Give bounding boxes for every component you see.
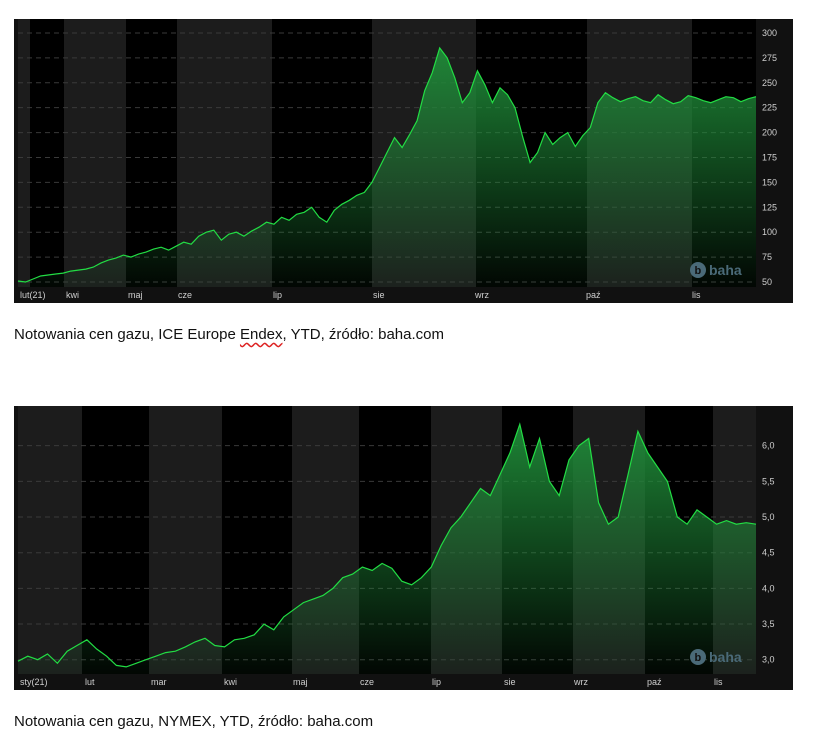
x-axis-strip xyxy=(14,287,793,303)
caption-1-endex: Endex xyxy=(239,326,283,343)
y-tick-label: 200 xyxy=(762,128,777,138)
y-tick-label: 300 xyxy=(762,28,777,38)
caption-1-after: , YTD, źródło: baha.com xyxy=(282,326,444,343)
x-tick-label: wrz xyxy=(573,677,588,687)
y-tick-label: 250 xyxy=(762,78,777,88)
x-tick-label: paź xyxy=(647,677,662,687)
y-tick-label: 4,0 xyxy=(762,583,775,593)
x-tick-label: lut(21) xyxy=(20,290,46,300)
x-tick-label: sie xyxy=(504,677,516,687)
x-tick-label: lis xyxy=(692,290,701,300)
x-tick-label: lip xyxy=(432,677,441,687)
x-tick-label: maj xyxy=(293,677,308,687)
y-tick-label: 4,5 xyxy=(762,548,775,558)
y-tick-label: 175 xyxy=(762,152,777,162)
baha-watermark-text: baha xyxy=(709,262,742,278)
b-circle-icon xyxy=(690,649,706,665)
baha-watermark: b baha xyxy=(690,649,742,665)
y-axis-strip xyxy=(756,19,793,303)
b-glyph: b xyxy=(695,265,702,277)
month-band xyxy=(18,19,30,287)
price-area xyxy=(18,47,756,288)
x-tick-label: maj xyxy=(128,290,143,300)
chart-nymex: 3,0 3,5 4,0 4,5 5,0 5,5 6,0 sty(21) lut mar kwi maj… xyxy=(14,406,793,690)
x-tick-label: sty(21) xyxy=(20,677,48,687)
y-tick-label: 3,5 xyxy=(762,619,775,629)
y-tick-label: 5,0 xyxy=(762,512,775,522)
x-tick-label: lut xyxy=(85,677,95,687)
b-circle-icon xyxy=(690,262,706,278)
month-band xyxy=(30,19,64,287)
y-tick-label: 125 xyxy=(762,202,777,212)
caption-ice-europe-endex: Notowania cen gazu, ICE Europe Endex, YT… xyxy=(14,326,444,343)
x-tick-label: cze xyxy=(360,677,374,687)
y-axis-strip xyxy=(756,406,793,690)
y-tick-label: 275 xyxy=(762,53,777,63)
chart-ice-svg: 50 75 100 125 150 175 200 225 250 275 300 lut(21) kw… xyxy=(14,19,793,303)
x-tick-label: cze xyxy=(178,290,192,300)
price-area xyxy=(18,424,756,674)
x-tick-label: lip xyxy=(273,290,282,300)
y-tick-label: 100 xyxy=(762,227,777,237)
y-tick-label: 150 xyxy=(762,177,777,187)
caption-nymex: Notowania cen gazu, NYMEX, YTD, źródło: … xyxy=(14,713,374,730)
month-band xyxy=(126,19,177,287)
baha-watermark: b baha xyxy=(690,262,742,278)
month-band xyxy=(18,406,82,674)
x-tick-label: wrz xyxy=(474,290,489,300)
x-tick-label: paź xyxy=(586,290,601,300)
x-tick-label: kwi xyxy=(66,290,79,300)
price-line xyxy=(17,422,757,668)
y-tick-label: 5,5 xyxy=(762,476,775,486)
x-axis-strip xyxy=(14,674,793,690)
b-glyph: b xyxy=(695,652,702,664)
y-tick-label: 50 xyxy=(762,277,772,287)
x-tick-label: sie xyxy=(373,290,385,300)
x-tick-label: kwi xyxy=(224,677,237,687)
x-tick-label: mar xyxy=(151,677,167,687)
y-tick-label: 225 xyxy=(762,103,777,113)
month-band xyxy=(64,19,126,287)
x-tick-label: lis xyxy=(714,677,723,687)
month-band xyxy=(149,406,222,674)
price-line xyxy=(17,46,757,283)
y-tick-label: 6,0 xyxy=(762,441,775,451)
chart-ice-europe-endex: 50 75 100 125 150 175 200 225 250 275 300 lut(21) kw… xyxy=(14,19,793,303)
baha-watermark-text: baha xyxy=(709,649,742,665)
caption-1-before: Notowania cen gazu, ICE Europe xyxy=(14,326,240,343)
month-band xyxy=(82,406,149,674)
y-tick-label: 3,0 xyxy=(762,655,775,665)
chart-nymex-svg: 3,0 3,5 4,0 4,5 5,0 5,5 6,0 sty(21) lut mar kwi maj… xyxy=(14,406,793,690)
y-tick-label: 75 xyxy=(762,252,772,262)
